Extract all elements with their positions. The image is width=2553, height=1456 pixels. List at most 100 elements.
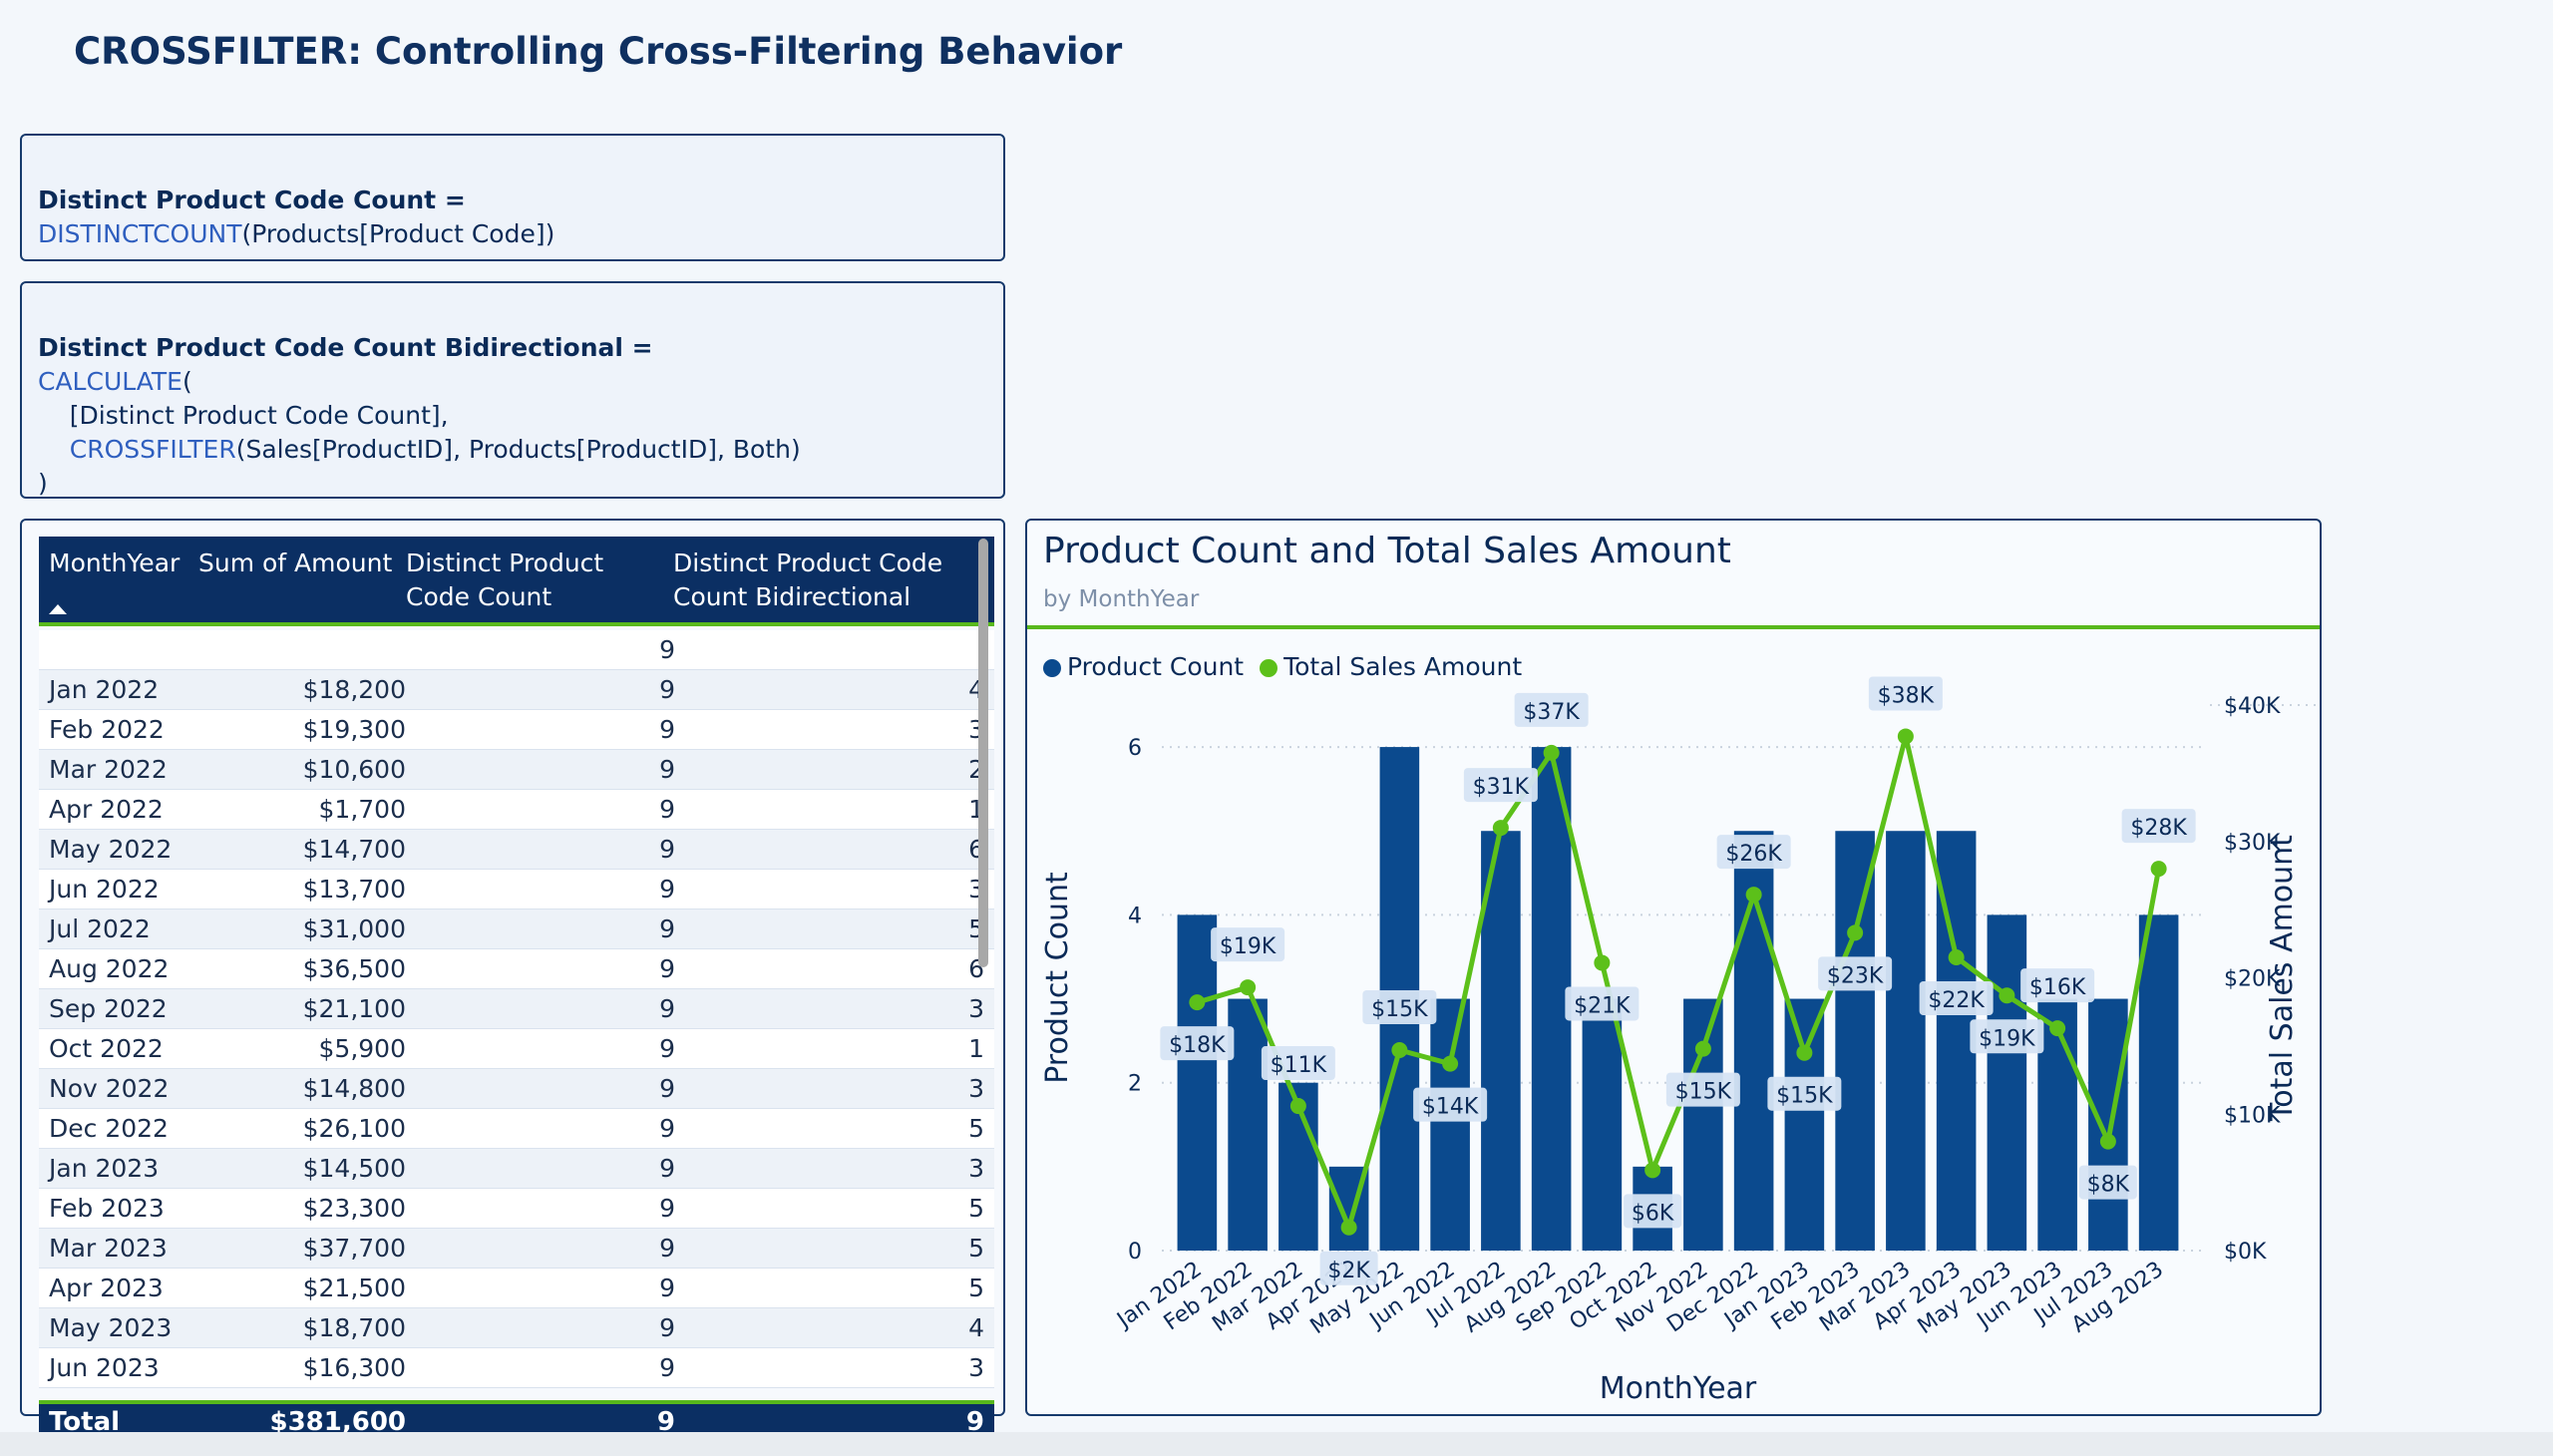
table-row[interactable]: Feb 2023 $23,300 9 5	[39, 1189, 994, 1229]
data-label: $18K	[1169, 1033, 1226, 1058]
bar-product-count	[1784, 998, 1825, 1251]
y2-tick-label: $0K	[2224, 1240, 2267, 1265]
data-label: $37K	[1523, 700, 1580, 725]
table-row[interactable]: Sep 2022 $21,100 9 3	[39, 989, 994, 1029]
cell-amount: $36,500	[302, 954, 406, 983]
page-title: CROSSFILTER: Controlling Cross-Filtering…	[74, 30, 1123, 73]
cell-distinct-count: 9	[659, 795, 675, 824]
function-name: DISTINCTCOUNT	[38, 219, 242, 248]
cell-distinct-count: 9	[659, 994, 675, 1023]
data-label-bg	[1413, 1087, 1488, 1122]
combo-chart-visual[interactable]: Product Count and Total Sales Amount by …	[1025, 519, 2322, 1416]
point-total-sales	[1999, 987, 2015, 1004]
cell-monthyear: Aug 2022	[49, 954, 170, 983]
data-label-bg	[1362, 989, 1437, 1024]
point-total-sales	[2150, 861, 2167, 878]
table-row[interactable]: Mar 2022 $10,600 9 2	[39, 750, 994, 790]
data-label: $19K	[1979, 1026, 2035, 1051]
point-total-sales	[1442, 1055, 1459, 1072]
cell-monthyear: Jun 2023	[49, 1353, 160, 1382]
chart-legend: Product Count Total Sales Amount	[1043, 652, 1530, 681]
y2-tick-label: $10K	[2224, 1103, 2281, 1128]
data-label-bg	[1868, 676, 1943, 711]
table-row[interactable]: Nov 2022 $14,800 9 3	[39, 1069, 994, 1109]
table-row[interactable]: Apr 2022 $1,700 9 1	[39, 790, 994, 830]
table-row[interactable]: Jul 2022 $31,000 9 5	[39, 910, 994, 949]
table-row[interactable]: 9	[39, 630, 994, 670]
data-label: $16K	[2029, 975, 2086, 1000]
y-axis-title: Product Count	[1040, 872, 1075, 1084]
bar-product-count	[1531, 747, 1572, 1251]
cell-monthyear: Jan 2023	[49, 1154, 160, 1183]
point-total-sales	[1391, 1041, 1408, 1058]
closing-paren: )	[38, 469, 48, 498]
function-name: CALCULATE	[38, 367, 182, 396]
cell-amount: $14,500	[302, 1154, 406, 1183]
measure-name: Distinct Product Code Count Bidirectiona…	[38, 333, 653, 362]
data-label: $15K	[1675, 1080, 1732, 1105]
bar-product-count	[1430, 998, 1470, 1251]
sort-ascending-icon[interactable]	[49, 604, 67, 614]
cell-amount: $26,100	[302, 1114, 406, 1143]
cell-distinct-count: 9	[659, 1313, 675, 1342]
cell-bidirectional: 5	[968, 1274, 984, 1302]
y2-tick-label: $40K	[2224, 694, 2281, 719]
data-label: $26K	[1725, 842, 1782, 867]
data-label: $28K	[2130, 816, 2187, 841]
cell-amount: $21,500	[302, 1274, 406, 1302]
table-row[interactable]: Jan 2023 $14,500 9 3	[39, 1149, 994, 1189]
legend-item-product-count[interactable]: Product Count	[1043, 652, 1244, 681]
table-row[interactable]: May 2022 $14,700 9 6	[39, 830, 994, 870]
matrix-visual[interactable]: MonthYear Sum of Amount Distinct Product…	[20, 519, 1005, 1442]
cell-bidirectional: 4	[968, 1313, 984, 1342]
legend-item-total-sales[interactable]: Total Sales Amount	[1260, 652, 1522, 681]
data-label-bg	[1624, 1194, 1682, 1229]
cell-bidirectional: 5	[968, 1114, 984, 1143]
indent	[38, 435, 70, 464]
cell-distinct-count: 9	[659, 1034, 675, 1063]
column-header-bidirectional[interactable]: Distinct Product Code Count Bidirectiona…	[673, 548, 943, 611]
column-header-sum-amount[interactable]: Sum of Amount	[198, 548, 393, 577]
cell-monthyear: Jun 2022	[49, 875, 160, 904]
cell-monthyear: Mar 2023	[49, 1234, 168, 1263]
table-row[interactable]: Mar 2023 $37,700 9 5	[39, 1229, 994, 1269]
vertical-scrollbar[interactable]	[978, 539, 988, 967]
y-tick-label: 4	[1128, 904, 1142, 928]
cell-monthyear: May 2023	[49, 1313, 173, 1342]
data-label-bg	[1665, 1072, 1740, 1107]
bar-product-count	[1886, 831, 1926, 1251]
function-args: (Sales[ProductID], Products[ProductID], …	[235, 435, 801, 464]
cell-bidirectional: 3	[968, 1074, 984, 1103]
cell-bidirectional: 3	[968, 1353, 984, 1382]
table-row[interactable]: Dec 2022 $26,100 9 5	[39, 1109, 994, 1149]
data-label-bg	[2078, 1165, 2137, 1200]
table-row[interactable]: Jun 2023 $16,300 9 3	[39, 1348, 994, 1388]
table-row[interactable]: Apr 2023 $21,500 9 5	[39, 1269, 994, 1308]
point-total-sales	[1240, 979, 1257, 996]
measure-name: Distinct Product Code Count =	[38, 185, 466, 214]
line-total-sales	[1196, 733, 2162, 1231]
point-total-sales	[1948, 948, 1965, 965]
cell-monthyear: Apr 2023	[49, 1274, 164, 1302]
cell-monthyear: Feb 2022	[49, 715, 165, 744]
column-header-monthyear[interactable]: MonthYear	[49, 548, 181, 577]
table-row[interactable]: Aug 2022 $36,500 9 6	[39, 949, 994, 989]
table-row[interactable]: May 2023 $18,700 9 4	[39, 1308, 994, 1348]
table-row[interactable]: Feb 2022 $19,300 9 3	[39, 710, 994, 750]
point-total-sales	[1694, 1040, 1711, 1057]
cell-distinct-count: 9	[659, 1074, 675, 1103]
cell-monthyear: Oct 2022	[49, 1034, 164, 1063]
data-label-bg	[1261, 1046, 1335, 1081]
data-label: $2K	[1327, 1259, 1370, 1283]
cell-bidirectional: 1	[968, 1034, 984, 1063]
cell-distinct-count: 9	[659, 835, 675, 864]
point-total-sales	[1897, 728, 1914, 745]
table-row[interactable]: Oct 2022 $5,900 9 1	[39, 1029, 994, 1069]
data-label-bg	[1970, 1019, 2044, 1054]
column-header-distinct-count[interactable]: Distinct Product Code Count	[406, 548, 604, 611]
table-row[interactable]: Jun 2022 $13,700 9 3	[39, 870, 994, 910]
data-label: $8K	[2087, 1173, 2130, 1198]
page-footer-strip	[0, 1432, 2553, 1456]
table-row[interactable]: Jan 2022 $18,200 9 4	[39, 670, 994, 710]
